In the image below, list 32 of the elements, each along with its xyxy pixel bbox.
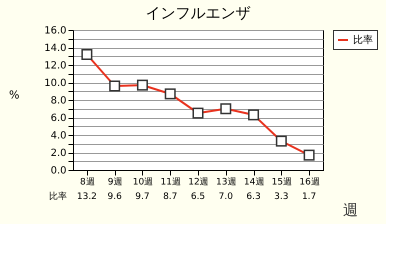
x-tick-label: 11週 <box>160 176 181 188</box>
chart-title: インフルエンザ <box>146 4 250 22</box>
y-tick-label: 0.0 <box>50 166 66 176</box>
x-tick-label: 10週 <box>132 176 154 188</box>
y-tick-label: 8.0 <box>50 96 66 106</box>
data-label: 1.7 <box>302 192 316 202</box>
x-tick-label: 13週 <box>216 176 237 188</box>
x-axis-title: 週 <box>343 201 358 219</box>
data-label: 6.3 <box>246 192 261 202</box>
data-label: 9.7 <box>135 192 150 202</box>
y-tick-label: 10.0 <box>44 78 66 89</box>
y-axis-title: % <box>9 88 20 102</box>
x-tick-label: 8週 <box>80 176 95 188</box>
data-label: 6.5 <box>190 192 206 202</box>
x-tick-label: 12週 <box>188 176 209 188</box>
data-label: 7.0 <box>218 192 234 202</box>
data-label: 3.3 <box>274 192 288 202</box>
y-tick-label: 6.0 <box>50 113 66 124</box>
data-label: 9.6 <box>108 192 122 202</box>
x-tick-label: 16週 <box>299 176 320 188</box>
y-tick-label: 14.0 <box>44 43 66 54</box>
y-tick-label: 4.0 <box>50 130 66 142</box>
text: 比率 <box>49 192 67 202</box>
y-tick-label: 12.0 <box>44 60 66 72</box>
y-tick-label: 16.0 <box>44 26 66 36</box>
legend-label: 比率 <box>353 34 373 46</box>
x-tick-label: 9週 <box>108 176 123 188</box>
x-tick-label: 14週 <box>244 176 264 188</box>
y-tick-label: 2.0 <box>50 148 66 159</box>
data-label: 13.2 <box>76 192 97 202</box>
x-tick-label: 15週 <box>272 176 292 188</box>
data-label: 8.7 <box>163 192 178 202</box>
